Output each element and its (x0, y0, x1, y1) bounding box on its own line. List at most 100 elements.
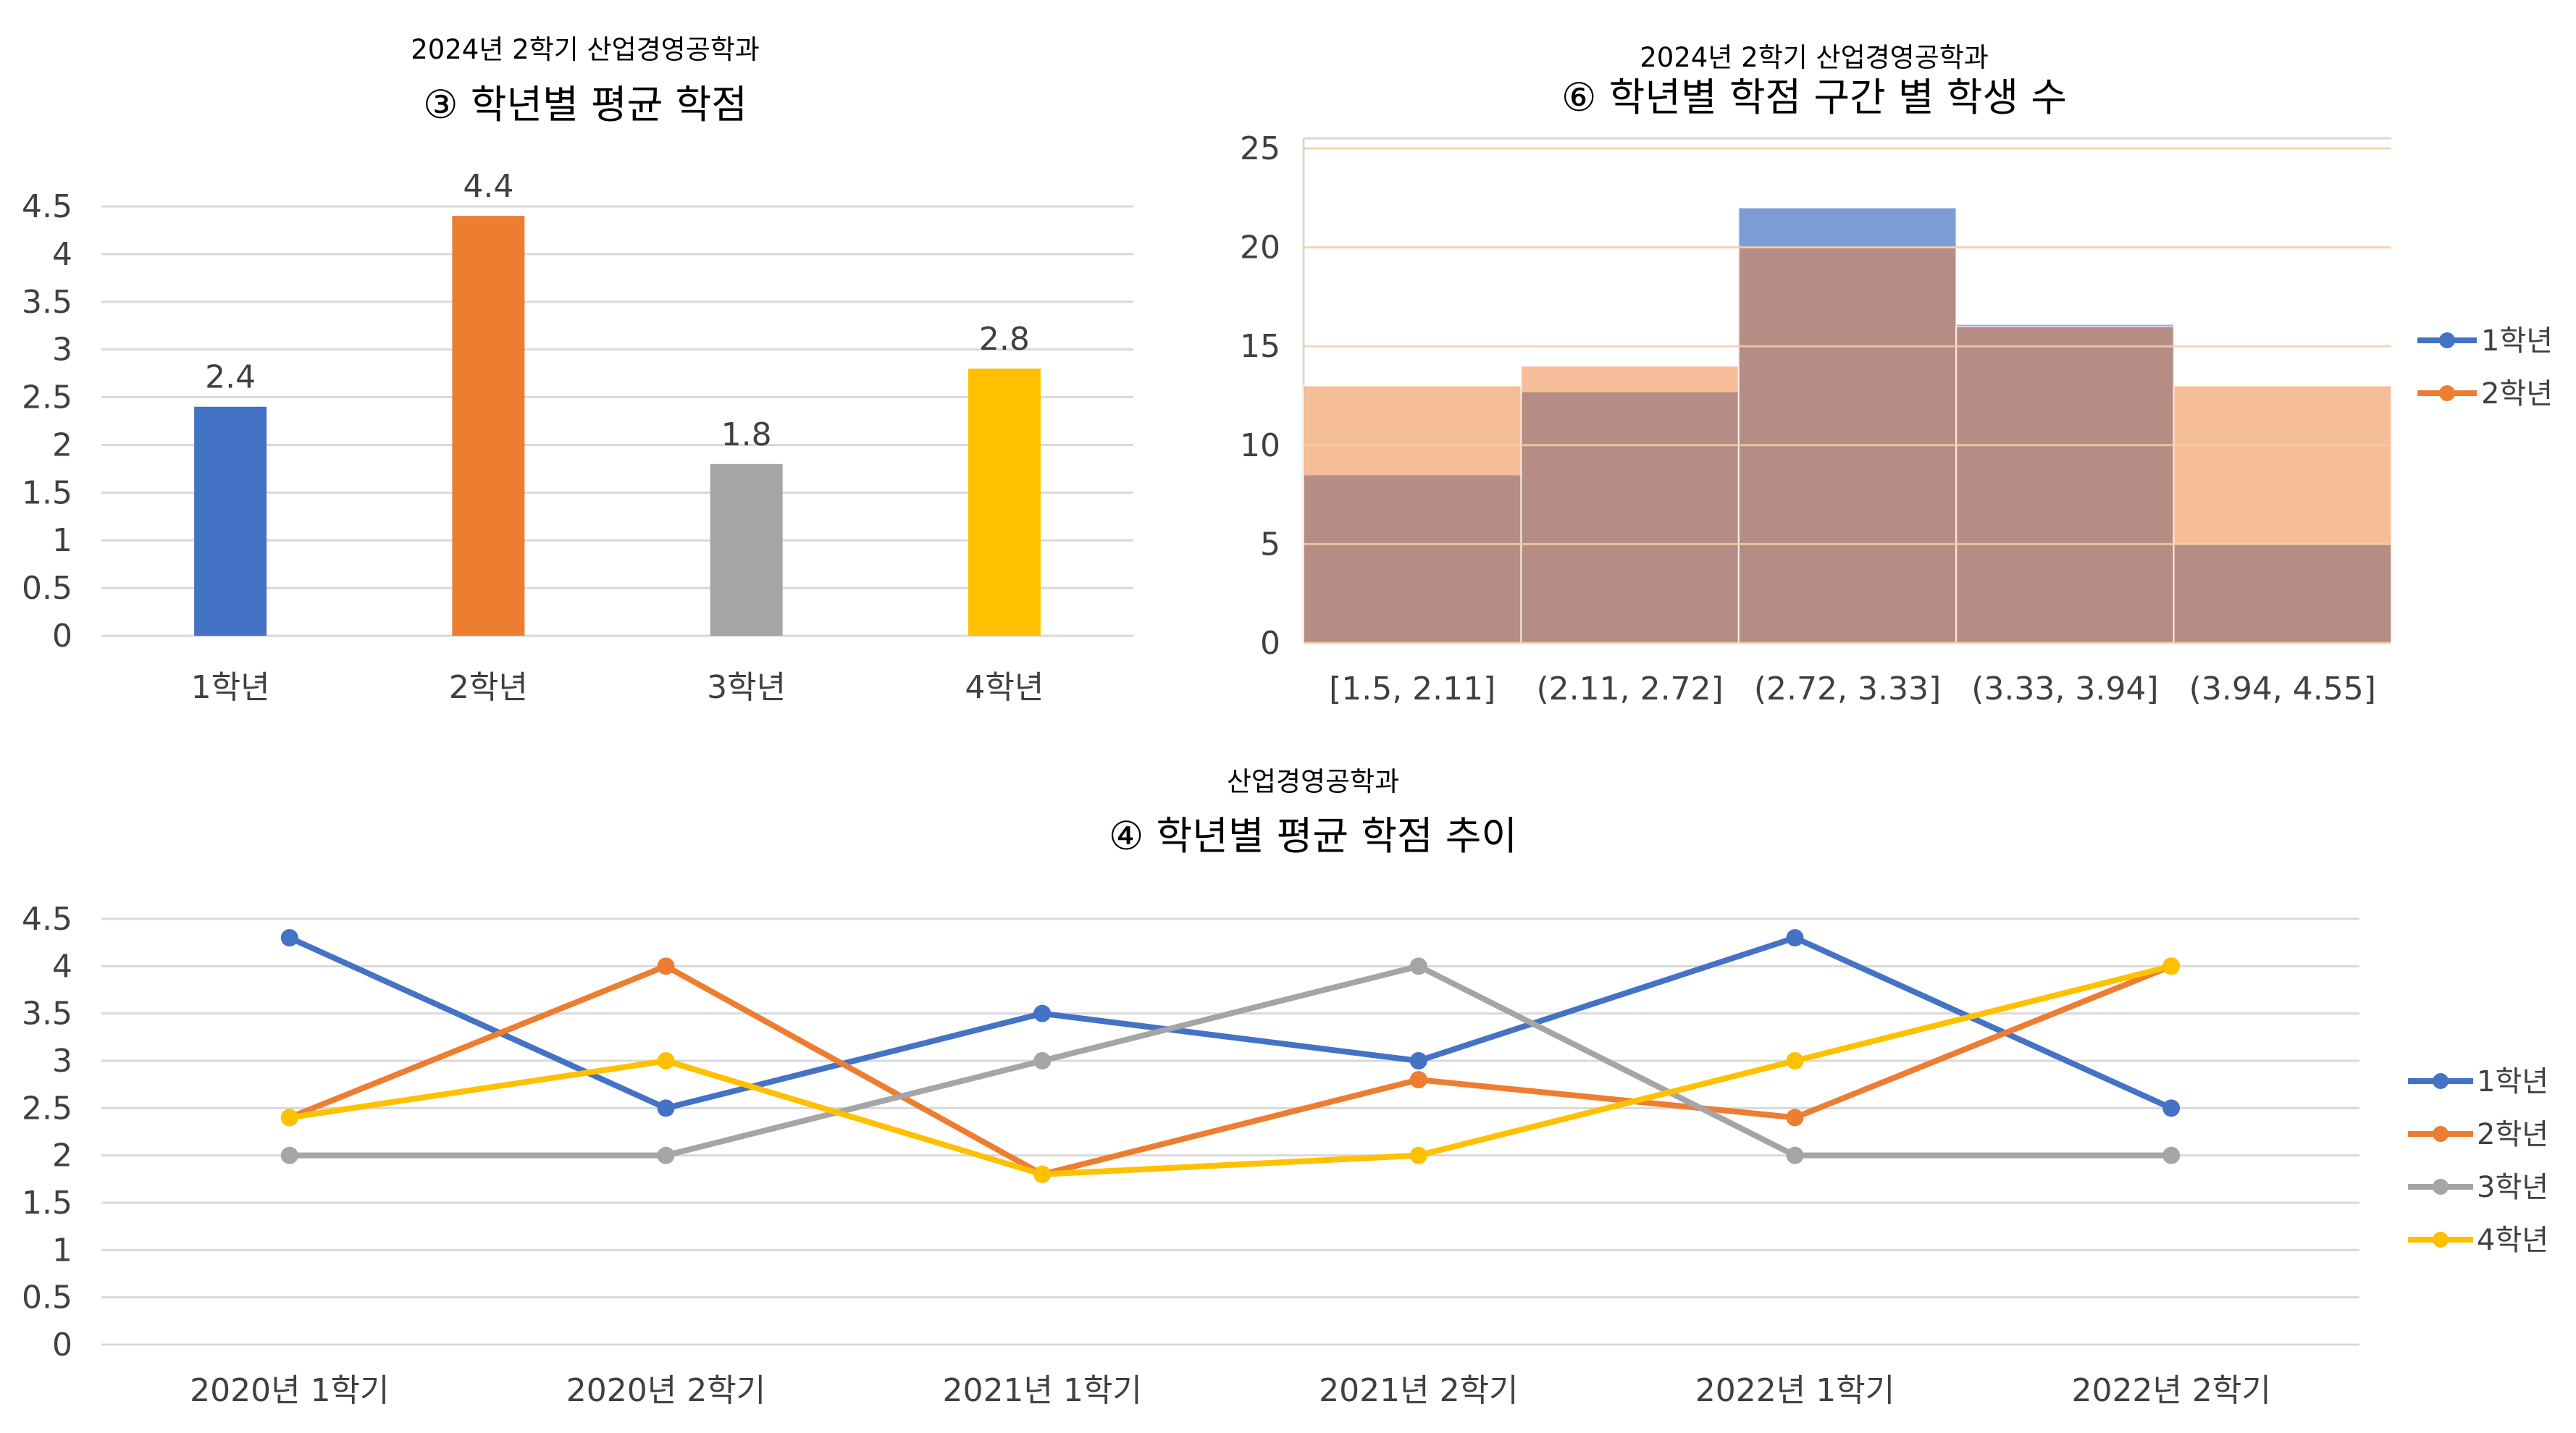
y-tick-label: 3.5 (22, 284, 72, 321)
point-1학년-2022년-1학기 (1786, 929, 1804, 947)
chart-subtitle: 2024년 2학기 산업경영공학과 (411, 34, 760, 65)
x-tick-label: 3학년 (707, 669, 786, 706)
legend-label-1학년: 1학년 (2481, 324, 2553, 358)
x-tick-label: 2022년 2학기 (2071, 1372, 2270, 1409)
y-tick-label: 1.5 (22, 474, 72, 511)
chart-subtitle: 산업경영공학과 (1227, 766, 1399, 797)
y-tick-label: 4 (52, 236, 72, 273)
y-tick-label: 2 (52, 1138, 72, 1174)
point-3학년-2022년-1학기 (1786, 1146, 1804, 1164)
x-tick-label: (2.11, 2.72] (1536, 671, 1723, 707)
point-2학년-2020년-2학기 (657, 957, 675, 975)
data-label-3학년: 1.8 (721, 416, 772, 453)
point-1학년-2021년-2학기 (1409, 1052, 1427, 1070)
x-tick-label: 2021년 2학기 (1319, 1372, 1518, 1409)
bars (1303, 206, 2392, 644)
y-tick-label: 4 (52, 948, 72, 985)
point-3학년-2022년-2학기 (2162, 1146, 2181, 1164)
x-tick-label: 2020년 2학기 (566, 1372, 765, 1409)
bar-2학년-1-5-2-11 (1303, 384, 1522, 644)
data-label-1학년: 2.4 (205, 359, 256, 396)
y-tick-label: 2 (52, 426, 72, 463)
y-tick-label: 0.5 (22, 1279, 72, 1316)
point-4학년-2022년-1학기 (1786, 1052, 1804, 1070)
legend-label-1학년: 1학년 (2477, 1065, 2548, 1098)
x-tick-label: (2.72, 3.33] (1754, 671, 1941, 707)
legend-label-2학년: 2학년 (2481, 377, 2553, 411)
y-tick-label: 15 (1240, 328, 1280, 365)
x-tick-label: (3.94, 4.55] (2189, 671, 2376, 707)
y-tick-label: 1 (52, 1232, 72, 1269)
point-1학년-2022년-2학기 (2162, 1099, 2181, 1117)
grade-distribution-histogram: 2024년 2학기 산업경영공학과 ⑥ 학년별 학점 구간 별 학생 수 0 5 1… (1173, 0, 2576, 724)
data-labels: 2.4 4.4 1.8 2.8 (205, 168, 1030, 453)
legend-marker-3학년 (2433, 1179, 2449, 1195)
grade-distribution-svg: 2024년 2학기 산업경영공학과 ⑥ 학년별 학점 구간 별 학생 수 0 5 1… (1240, 42, 2553, 707)
point-2학년-2022년-1학기 (1786, 1109, 1804, 1127)
point-4학년-2022년-2학기 (2162, 957, 2181, 975)
legend-label-3학년: 3학년 (2477, 1171, 2548, 1204)
point-3학년-2020년-1학기 (280, 1146, 298, 1164)
bar-2학년-3-94-4-55 (2173, 384, 2392, 644)
legend-marker-2학년 (2439, 385, 2455, 401)
x-tick-label: 2022년 1학기 (1695, 1372, 1895, 1409)
bars (194, 216, 1041, 636)
x-tick-label: 2020년 1학기 (190, 1372, 389, 1409)
y-tick-label: 3.5 (22, 996, 72, 1033)
point-3학년-2020년-2학기 (657, 1146, 675, 1164)
y-tick-label: 20 (1240, 230, 1280, 266)
x-tick-label: [1.5, 2.11] (1329, 671, 1495, 707)
point-4학년-2020년-1학기 (280, 1109, 298, 1127)
legend-marker-2학년 (2433, 1126, 2449, 1142)
y-tick-label: 0 (52, 1327, 72, 1363)
chart-title: ③ 학년별 평균 학점 (423, 82, 747, 127)
point-1학년-2021년-1학기 (1033, 1004, 1052, 1022)
y-tick-label: 4.5 (22, 188, 72, 225)
y-axis: 0 0.5 1 1.5 2 2.5 3 3.5 4 4.5 (22, 188, 72, 655)
bar-2학년-3-33-3-94 (1955, 325, 2175, 644)
x-tick-label: 2021년 1학기 (942, 1372, 1141, 1409)
point-4학년-2021년-1학기 (1033, 1165, 1052, 1183)
y-tick-label: 1 (52, 522, 72, 559)
bar-2학년-2-11-2-72 (1520, 365, 1740, 644)
x-tick-label: 4학년 (965, 669, 1044, 706)
bar-4학년 (968, 369, 1041, 636)
grade-trend-svg: 산업경영공학과 ④ 학년별 평균 학점 추이 0 0.5 1 1.5 2 2.5 3 3.5 4… (22, 766, 2548, 1409)
y-tick-label: 2.5 (22, 1090, 72, 1127)
data-label-2학년: 4.4 (463, 168, 513, 205)
bar-2학년 (452, 216, 525, 636)
y-axis: 0 5 10 15 20 25 (1240, 130, 2391, 662)
chart-subtitle: 2024년 2학기 산업경영공학과 (1640, 42, 1989, 73)
y-tick-label: 5 (1260, 526, 1280, 563)
series-line-2학년 (286, 963, 2175, 1177)
x-axis: [1.5, 2.11] (2.11, 2.72] (2.72, 3.33] (3.33… (1329, 671, 2376, 707)
x-axis: 1학년 2학년 3학년 4학년 (191, 669, 1044, 706)
point-2학년-2021년-2학기 (1409, 1071, 1427, 1089)
point-3학년-2021년-1학기 (1033, 1052, 1052, 1070)
chart-title: ④ 학년별 평균 학점 추이 (1109, 813, 1517, 859)
x-tick-label: 2학년 (449, 669, 528, 706)
gridlines (101, 917, 2359, 1346)
y-tick-label: 3 (52, 1043, 72, 1080)
series-line-4학년 (286, 963, 2175, 1177)
y-tick-label: 2.5 (22, 379, 72, 416)
bar-3학년 (710, 463, 783, 636)
legend: 1학년 2학년 (2417, 324, 2553, 411)
grade-average-bar-svg: 2024년 2학기 산업경영공학과 ③ 학년별 평균 학점 0 0.5 1 1.5 2 2… (22, 34, 1133, 706)
series-line-1학년 (286, 935, 2175, 1111)
y-tick-label: 0.5 (22, 570, 72, 607)
x-axis: 2020년 1학기 2020년 2학기 2021년 1학기 2021년 2학기 2022… (190, 1372, 2271, 1409)
gridlines (1304, 147, 2391, 644)
x-tick-label: 1학년 (191, 669, 270, 706)
series-line-3학년 (286, 963, 2175, 1159)
data-label-4학년: 2.8 (979, 321, 1030, 358)
legend-label-4학년: 4학년 (2477, 1224, 2548, 1257)
grade-trend-line-chart: 산업경영공학과 ④ 학년별 평균 학점 추이 0 0.5 1 1.5 2 2.5 3 3.5 4… (0, 724, 2576, 1433)
y-tick-label: 1.5 (22, 1185, 72, 1222)
legend: 1학년 2학년 3학년 4학년 (2408, 1065, 2548, 1257)
y-axis: 0 0.5 1 1.5 2 2.5 3 3.5 4 4.5 (22, 901, 72, 1363)
y-tick-label: 0 (52, 618, 72, 655)
point-3학년-2021년-2학기 (1409, 957, 1427, 975)
y-tick-label: 10 (1240, 427, 1280, 464)
series-lines (280, 929, 2181, 1183)
